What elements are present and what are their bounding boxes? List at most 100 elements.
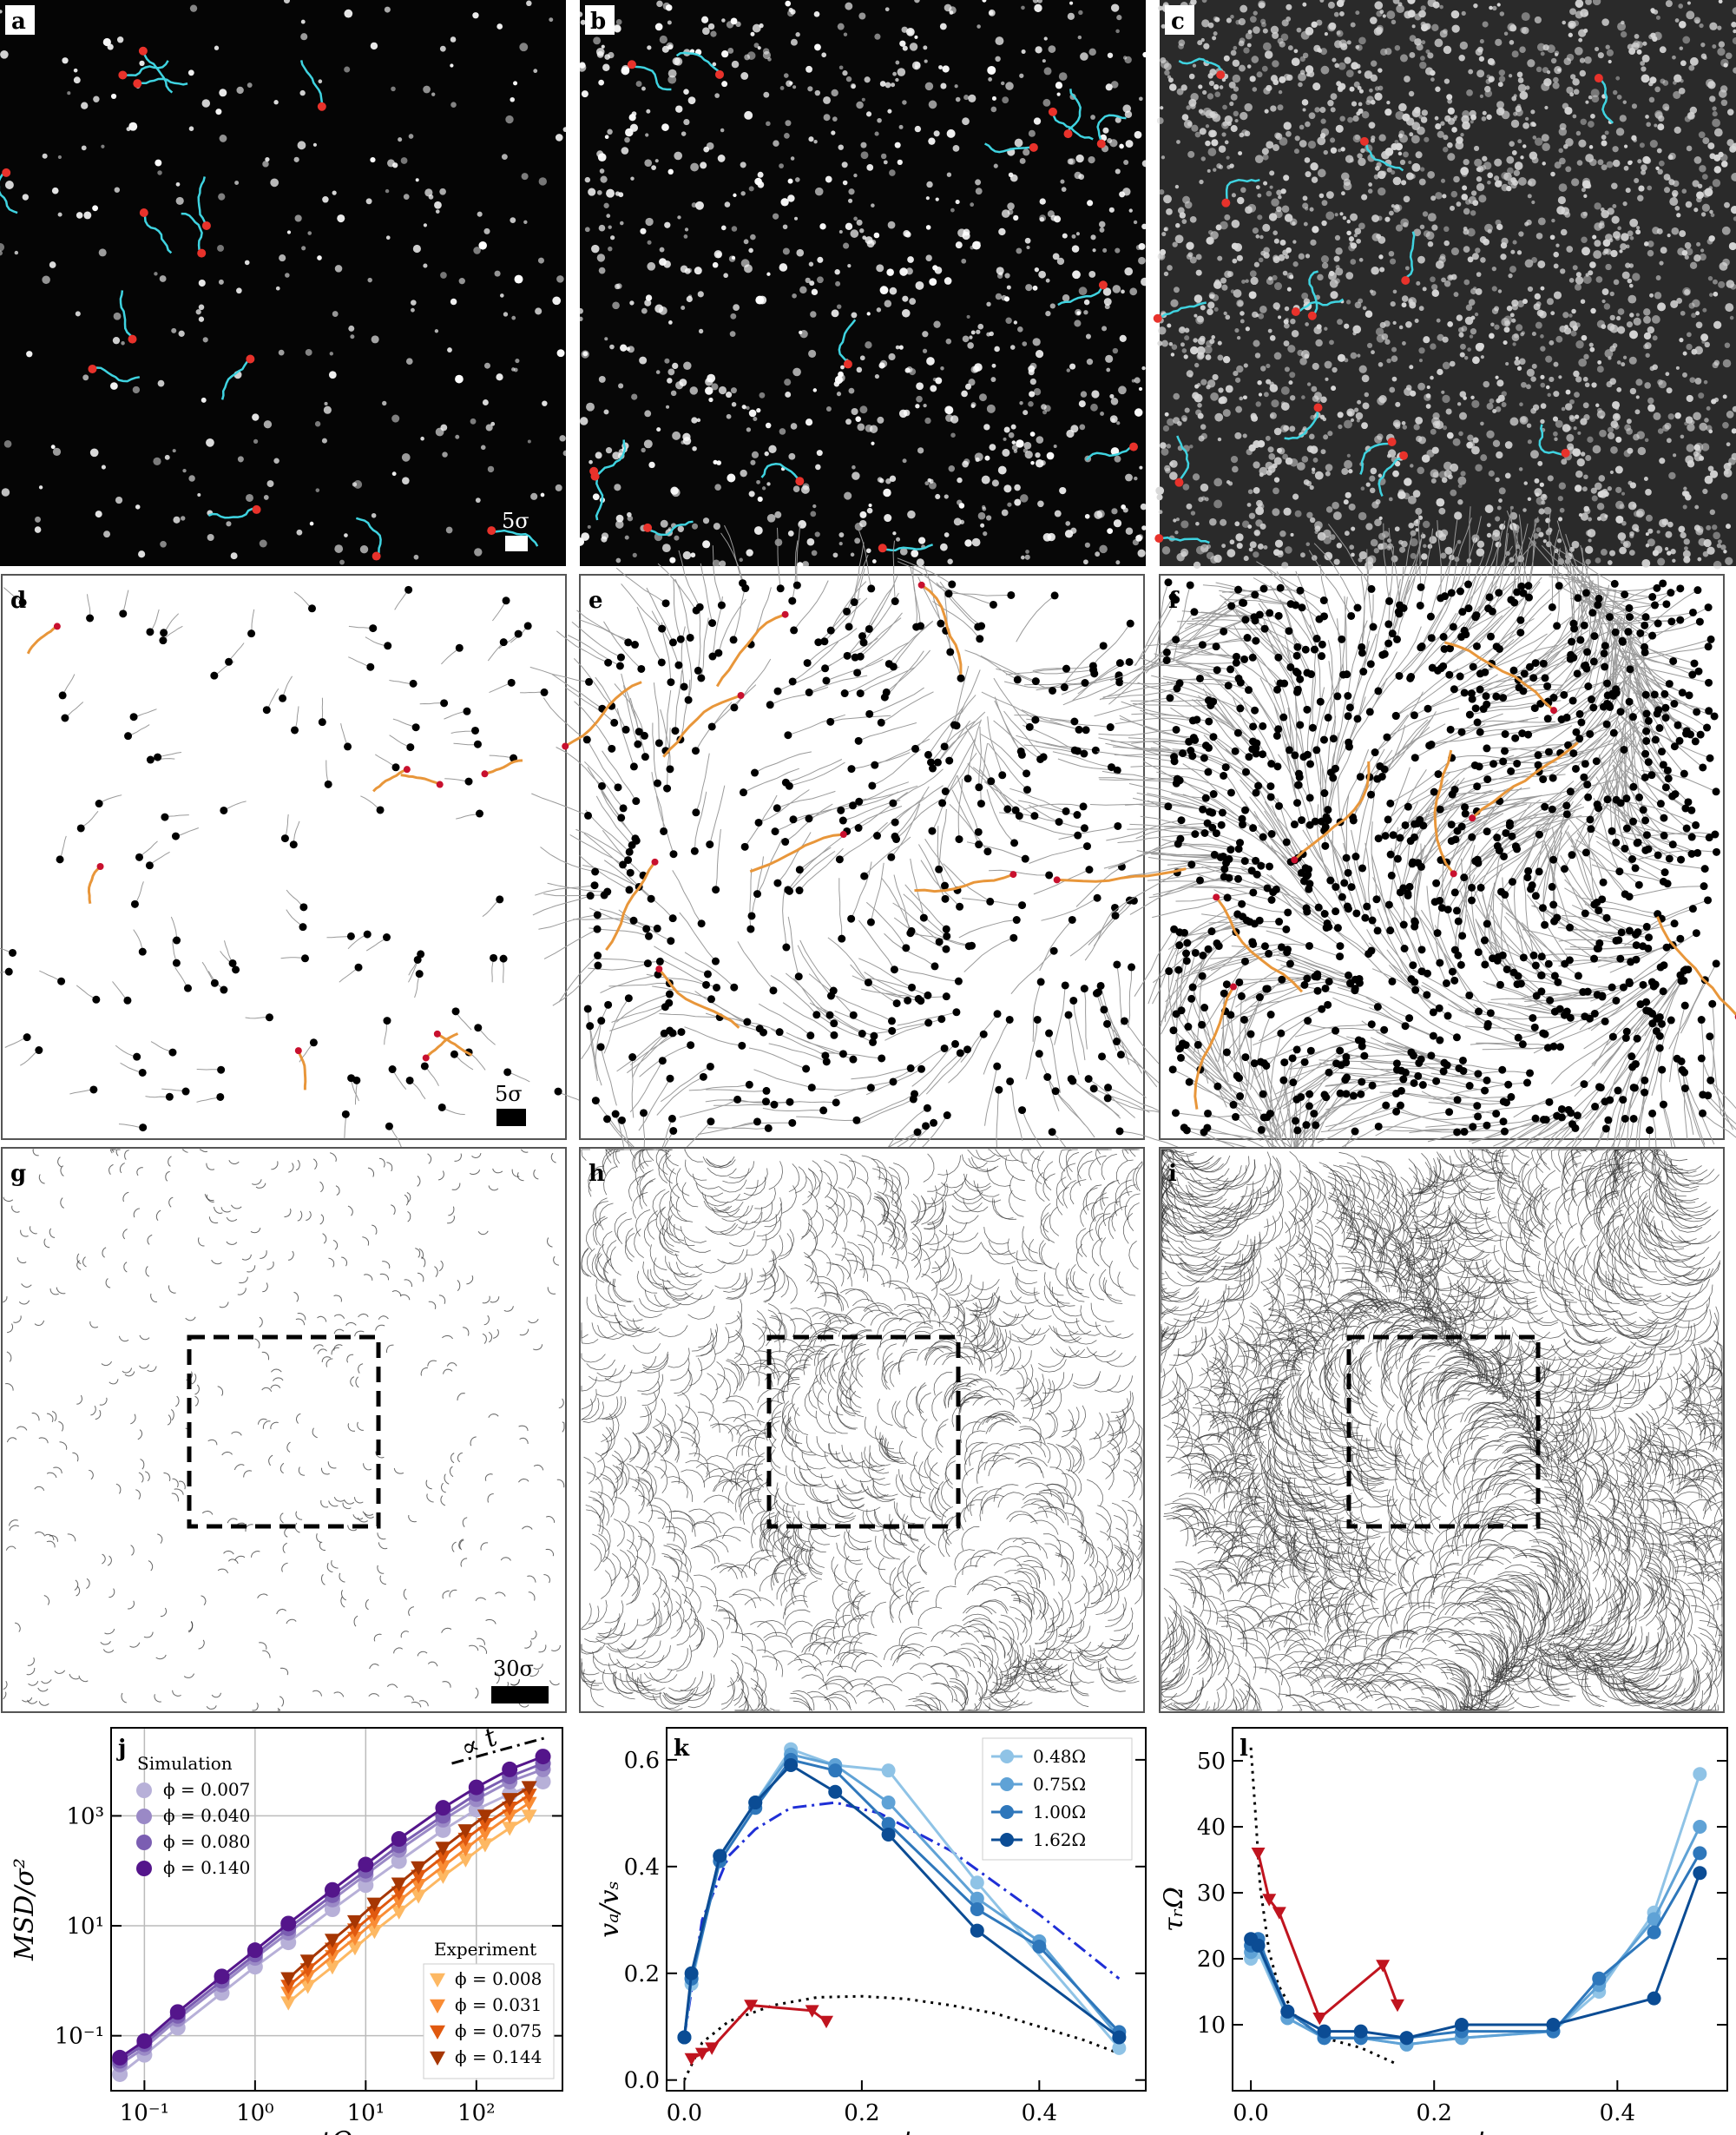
particle — [938, 65, 943, 69]
particle — [382, 400, 387, 406]
particle — [1029, 432, 1036, 437]
particle — [1713, 291, 1719, 297]
particle — [661, 544, 671, 553]
particle — [781, 838, 790, 847]
particle — [1312, 362, 1319, 371]
particle — [183, 984, 192, 992]
particle — [1379, 321, 1386, 328]
particle — [514, 274, 523, 284]
particle — [1043, 36, 1048, 41]
particle — [1365, 482, 1371, 487]
particle — [1578, 37, 1583, 43]
panel-a-trajectories — [0, 46, 539, 561]
particle — [1439, 30, 1448, 38]
particle — [916, 382, 924, 391]
particle — [1629, 482, 1637, 489]
particle — [865, 624, 873, 633]
particle — [850, 229, 859, 238]
particle — [383, 1017, 391, 1025]
particle — [730, 703, 739, 712]
particle — [1131, 379, 1135, 383]
particle — [1451, 127, 1457, 133]
particle — [542, 400, 548, 406]
particle — [1122, 104, 1132, 113]
particle — [1609, 550, 1616, 557]
particle — [699, 1072, 707, 1081]
particle — [750, 31, 755, 36]
particle — [1720, 99, 1728, 107]
particle — [188, 126, 194, 131]
particle — [1084, 513, 1090, 519]
particle — [1115, 659, 1124, 668]
particle — [412, 244, 421, 254]
particle — [1552, 416, 1559, 422]
particle — [1397, 151, 1403, 156]
particle — [705, 386, 713, 395]
particle — [1287, 45, 1293, 51]
particle — [857, 423, 865, 432]
particle — [1657, 557, 1666, 566]
particle — [624, 994, 633, 1003]
particle — [1516, 71, 1523, 78]
particle — [850, 598, 858, 607]
particle — [1099, 227, 1105, 233]
particle — [924, 59, 928, 63]
particle — [1612, 203, 1617, 208]
particle — [1615, 128, 1625, 136]
particle — [1522, 144, 1527, 148]
particle — [647, 894, 655, 903]
particle — [1584, 11, 1588, 16]
particle — [979, 393, 987, 402]
particle — [1161, 155, 1166, 160]
particle — [826, 626, 835, 635]
particle — [1279, 136, 1288, 146]
particle — [613, 24, 621, 33]
particle — [615, 191, 621, 196]
particle — [859, 519, 867, 528]
particle — [772, 213, 779, 220]
particle — [1589, 261, 1596, 268]
particle — [1190, 511, 1196, 516]
particle — [1564, 106, 1573, 115]
particle — [1394, 526, 1400, 532]
particle — [1167, 75, 1172, 79]
particle — [76, 824, 85, 833]
particle — [1236, 300, 1244, 307]
particle — [879, 359, 888, 368]
particle — [236, 287, 242, 294]
particle — [871, 441, 875, 445]
particle — [598, 375, 606, 383]
particle — [1511, 333, 1520, 342]
particle — [1392, 289, 1397, 294]
particle — [644, 410, 652, 418]
particle — [1686, 394, 1693, 403]
particle — [1535, 66, 1542, 73]
particle — [903, 229, 911, 237]
particle — [1427, 241, 1434, 247]
particle — [1358, 550, 1368, 560]
particle — [35, 516, 42, 523]
trajectory-endpoint — [481, 770, 489, 778]
particle — [1343, 499, 1349, 505]
particle — [1212, 36, 1217, 41]
particle — [717, 155, 726, 162]
particle — [538, 177, 547, 186]
particle — [159, 636, 168, 645]
particle — [952, 144, 960, 152]
particle — [853, 216, 858, 221]
particle — [1534, 137, 1543, 147]
particle — [1025, 722, 1034, 731]
particle — [1421, 553, 1428, 560]
particle — [1220, 518, 1227, 526]
trajectory-endpoint — [53, 623, 61, 630]
particle — [891, 832, 899, 840]
particle — [1560, 268, 1566, 274]
particle — [350, 334, 355, 339]
particle — [761, 486, 766, 491]
particle — [1465, 199, 1471, 205]
particle — [273, 458, 279, 465]
particle — [805, 689, 813, 697]
particle — [955, 96, 961, 102]
particle — [811, 288, 819, 296]
particle — [1210, 555, 1219, 564]
